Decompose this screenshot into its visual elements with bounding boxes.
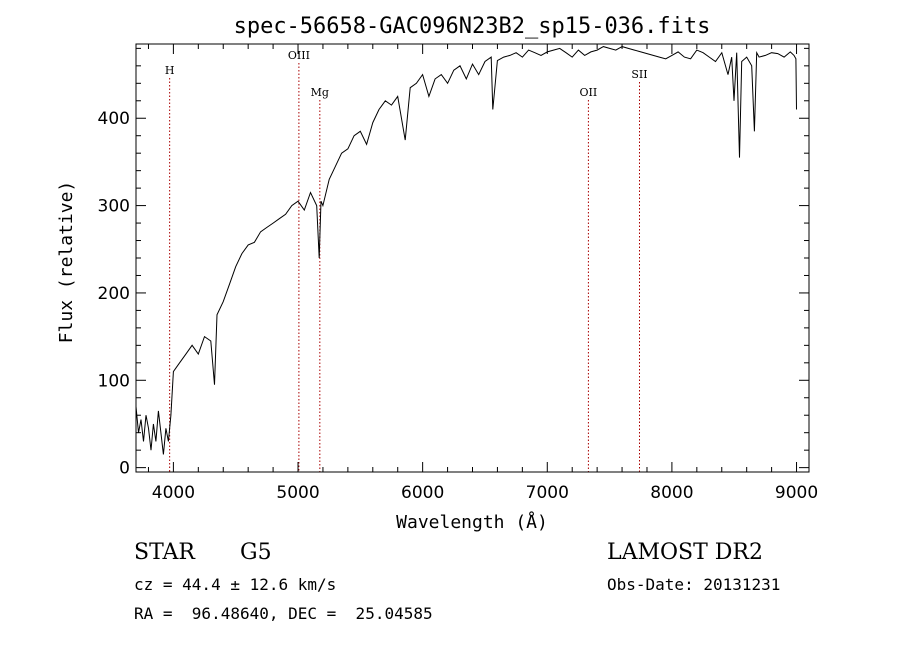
line-label-oii: OII <box>580 86 598 99</box>
coordinates: RA = 96.48640, DEC = 25.04585 <box>134 604 433 623</box>
y-axis-ticks: 0 100 200 300 400 <box>98 47 809 479</box>
object-subclass: G5 <box>240 540 272 565</box>
x-tick-label: 9000 <box>775 483 818 503</box>
x-tick-label: 5000 <box>276 483 319 503</box>
redshift-velocity: cz = 44.4 ± 12.6 km/s <box>134 575 337 594</box>
observation-date: Obs-Date: 20131231 <box>607 575 781 594</box>
line-label-h: H <box>165 64 175 77</box>
survey-name: LAMOST DR2 <box>607 540 763 565</box>
object-class: STAR <box>134 540 195 565</box>
chart-title: spec-56658-GAC096N23B2_sp15-036.fits <box>234 14 711 39</box>
y-tick-label: 100 <box>98 371 130 391</box>
x-tick-label: 6000 <box>401 483 444 503</box>
x-axis-ticks: 4000 5000 6000 7000 8000 9000 <box>147 44 818 503</box>
x-tick-label: 7000 <box>526 483 569 503</box>
x-tick-label: 4000 <box>152 483 195 503</box>
y-tick-label: 200 <box>98 284 130 304</box>
x-axis-label: Wavelength (Å) <box>396 511 548 533</box>
emission-line-markers: H OIII Mg OII SII <box>165 49 648 472</box>
y-tick-label: 0 <box>119 459 130 479</box>
line-label-mg: Mg <box>311 86 329 99</box>
spectrum-series-line <box>135 46 797 455</box>
line-label-oiii: OIII <box>288 49 310 62</box>
plot-frame <box>135 43 810 473</box>
y-tick-label: 400 <box>98 109 130 129</box>
y-tick-label: 300 <box>98 197 130 217</box>
x-tick-label: 8000 <box>650 483 693 503</box>
line-label-sii: SII <box>631 68 647 81</box>
y-axis-label: Flux (relative) <box>56 181 77 344</box>
